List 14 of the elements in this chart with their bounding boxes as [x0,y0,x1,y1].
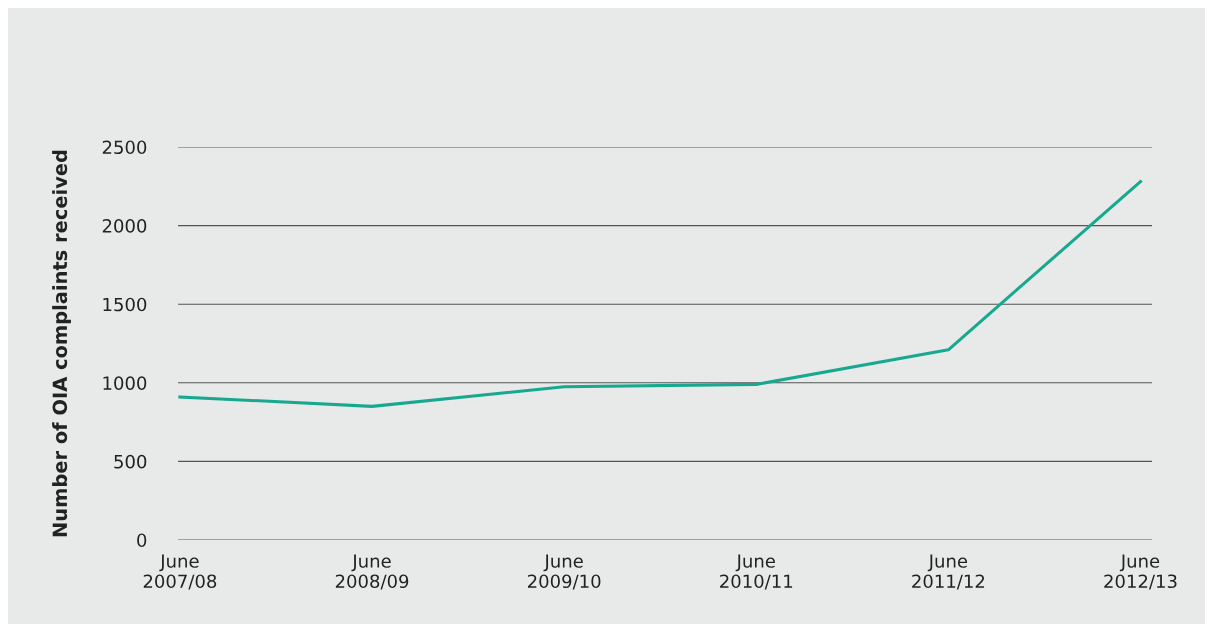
y-tick-label: 500 [114,454,147,469]
y-tick-label: 1500 [103,297,147,312]
y-tick-label: 2500 [102,140,147,155]
y-tick-label: 1000 [103,376,147,390]
line-series [178,180,1142,408]
y-tick-label: 0 [137,533,147,548]
x-tick-label: June 2010/11 [720,554,793,590]
y-axis-title: Number of OIA complaints received [52,150,71,537]
x-tick-label: June 2007/08 [143,554,217,590]
x-tick-label: June 2009/10 [527,554,601,590]
x-tick-label: June 2011/12 [912,554,985,590]
y-tick-label: 2000 [102,219,147,233]
x-tick-label: June 2012/13 [1104,554,1177,590]
x-tick-label: June 2008/09 [335,554,409,590]
